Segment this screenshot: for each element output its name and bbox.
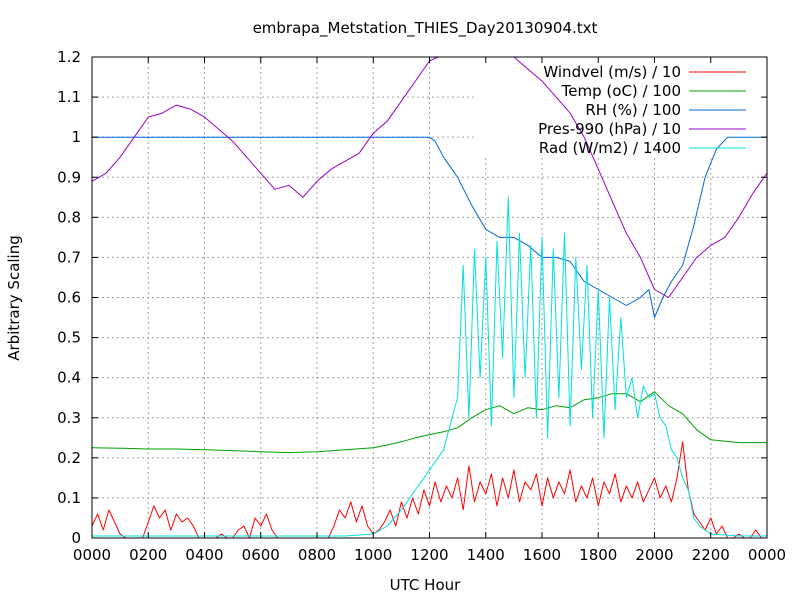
axis-ticks: [91, 56, 768, 539]
legend-label: Pres-990 (hPa) / 10: [538, 120, 681, 138]
x-tick-label: 0800: [298, 546, 336, 564]
x-tick-label: 1400: [467, 546, 505, 564]
series-line-3: [92, 136, 767, 318]
y-tick-label: 0.5: [57, 329, 81, 347]
y-axis-label: Arbitrary Scaling: [5, 235, 23, 361]
x-tick-label: 1800: [579, 546, 617, 564]
legend-label: Temp (oC) / 100: [561, 82, 681, 100]
x-axis-label: UTC Hour: [390, 576, 461, 594]
y-tick-label: 0.6: [57, 289, 81, 307]
x-tick-label: 0000: [748, 546, 786, 564]
legend-label: Rad (W/m2) / 1400: [539, 139, 681, 157]
x-tick-label: 2000: [635, 546, 673, 564]
y-tick-label: 1.1: [57, 88, 81, 106]
series-line-2: [91, 391, 767, 454]
x-tick-label: 1200: [410, 546, 448, 564]
series-line-4: [91, 56, 768, 298]
chart-title: embrapa_Metstation_THIES_Day20130904.txt: [253, 19, 598, 38]
y-tick-label: 0: [71, 529, 81, 547]
x-axis-tick-labels: 0000 0200 0400 0600 0800 1000 1200 1400 1600 1800…: [73, 546, 786, 564]
x-tick-label: 0600: [242, 546, 280, 564]
x-tick-label: 0400: [185, 546, 223, 564]
x-tick-label: 1600: [523, 546, 561, 564]
y-tick-label: 0.7: [57, 248, 81, 266]
y-tick-label: 0.8: [57, 208, 81, 226]
series-line-5: [92, 196, 767, 537]
y-tick-label: 0.2: [57, 449, 81, 467]
x-tick-label: 0200: [129, 546, 167, 564]
y-axis-tick-labels: 0 0.1 0.2 0.3 0.4 0.5 0.6 0.7 0.8 0.9 1 1.1 1.2: [57, 48, 81, 547]
x-tick-label: 0000: [73, 546, 111, 564]
y-tick-label: 0.4: [57, 369, 81, 387]
y-tick-label: 0.1: [57, 489, 81, 507]
x-tick-label: 1000: [354, 546, 392, 564]
y-tick-label: 1: [71, 128, 81, 146]
legend-label: RH (%) / 100: [585, 101, 681, 119]
y-tick-label: 0.9: [57, 168, 81, 186]
x-tick-label: 2200: [692, 546, 730, 564]
y-tick-label: 0.3: [57, 409, 81, 427]
legend-label: Windvel (m/s) / 10: [543, 63, 681, 81]
y-tick-label: 1.2: [57, 48, 81, 66]
